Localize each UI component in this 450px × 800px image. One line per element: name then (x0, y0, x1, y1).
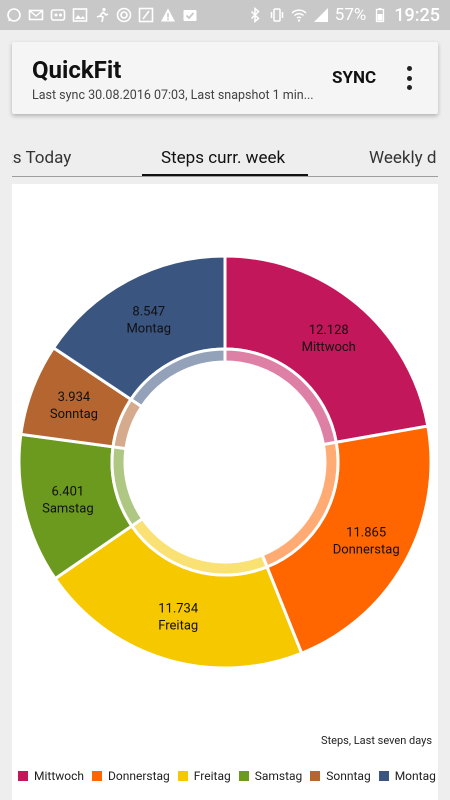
app-bar: QuickFit Last sync 30.08.2016 07:03, Las… (12, 42, 438, 114)
whatsapp-icon (6, 7, 22, 23)
legend-swatch (310, 771, 321, 781)
slice-montag-value-label: 8.547 (132, 305, 165, 320)
legend-item-freitag: Freitag (177, 769, 231, 783)
tab-weekly[interactable]: Weekly d (369, 148, 437, 168)
overflow-menu-icon[interactable] (402, 66, 416, 90)
legend-swatch (378, 771, 389, 781)
legend-item-montag: Montag (378, 769, 436, 783)
tab-steps-current-week[interactable]: Steps curr. week (161, 148, 286, 168)
donut-chart[interactable]: 12.128 Mittwoch 11.865 Donnerstag 11.734 Frei… (12, 184, 438, 800)
tab-stats-today[interactable]: ats Today (12, 148, 72, 168)
legend-item-samstag: Samstag (238, 769, 303, 783)
slice-montag-name-label: Montag (126, 322, 171, 337)
battery-percentage: 57% (334, 5, 367, 25)
slice-montag[interactable] (51, 254, 227, 409)
runner-icon (94, 7, 110, 23)
tab-divider (12, 176, 438, 177)
system-icons: 57% 19:25 (247, 5, 440, 26)
battery-icon (372, 7, 388, 23)
slice-freitag-value-label: 11.734 (158, 602, 199, 617)
slice-sonntag-value-label: 3.934 (58, 390, 91, 405)
status-bar: 57% 19:25 (0, 0, 450, 30)
slice-mittwoch-name-label: Mittwoch (302, 340, 356, 355)
chart-description: Steps, Last seven days (321, 734, 432, 747)
app-title: QuickFit (32, 56, 122, 84)
legend-item-mittwoch: Mittwoch (18, 769, 84, 783)
slice-montag-inner-ring (128, 347, 227, 409)
donut-hole (126, 363, 324, 561)
voicemail-icon (50, 7, 66, 23)
slice-sonntag-name-label: Sonntag (50, 407, 98, 422)
legend-label: Freitag (193, 769, 231, 783)
target-icon (116, 7, 132, 23)
slice-donnerstag-value-label: 11.865 (346, 525, 386, 540)
legend-label: Montag (394, 769, 436, 783)
wifi-icon (291, 7, 307, 23)
image-icon (72, 7, 88, 23)
notification-icon (138, 7, 154, 23)
legend-swatch (238, 771, 249, 781)
legend-swatch (92, 771, 102, 781)
slice-donnerstag-name-label: Donnerstag (333, 542, 400, 557)
warning-icon (160, 7, 176, 23)
sync-status-text: Last sync 30.08.2016 07:03, Last snapsho… (32, 88, 314, 103)
legend-swatch (18, 771, 28, 781)
slice-freitag[interactable] (53, 516, 304, 670)
notification-icons (6, 7, 198, 23)
legend-label: Sonntag (326, 769, 371, 783)
signal-icon (313, 7, 329, 23)
legend-item-donnerstag: Donnerstag (92, 769, 170, 783)
tab-bar: ats Today Steps curr. week Weekly d (12, 140, 438, 178)
mail-icon (28, 7, 44, 23)
slice-freitag-name-label: Freitag (158, 619, 198, 634)
slice-mittwoch[interactable] (223, 254, 430, 447)
active-tab-indicator (142, 174, 308, 177)
legend-label: Mittwoch (34, 769, 84, 783)
vibrate-icon (269, 7, 285, 23)
sync-button[interactable]: SYNC (332, 68, 377, 88)
legend-swatch (177, 771, 188, 781)
legend-label: Donnerstag (108, 769, 170, 783)
clock: 19:25 (394, 4, 440, 26)
check-icon (182, 7, 198, 23)
slice-mittwoch-value-label: 12.128 (309, 323, 349, 338)
slice-samstag-name-label: Samstag (42, 501, 94, 516)
legend-item-sonntag: Sonntag (310, 769, 371, 783)
chart-panel: 12.128 Mittwoch 11.865 Donnerstag 11.734 Frei… (12, 184, 438, 800)
legend-label: Samstag (254, 769, 303, 783)
bluetooth-icon (247, 7, 263, 23)
slice-samstag-value-label: 6.401 (52, 484, 85, 499)
chart-legend: Mittwoch Donnerstag Freitag Samstag Sonntag M… (18, 769, 436, 783)
